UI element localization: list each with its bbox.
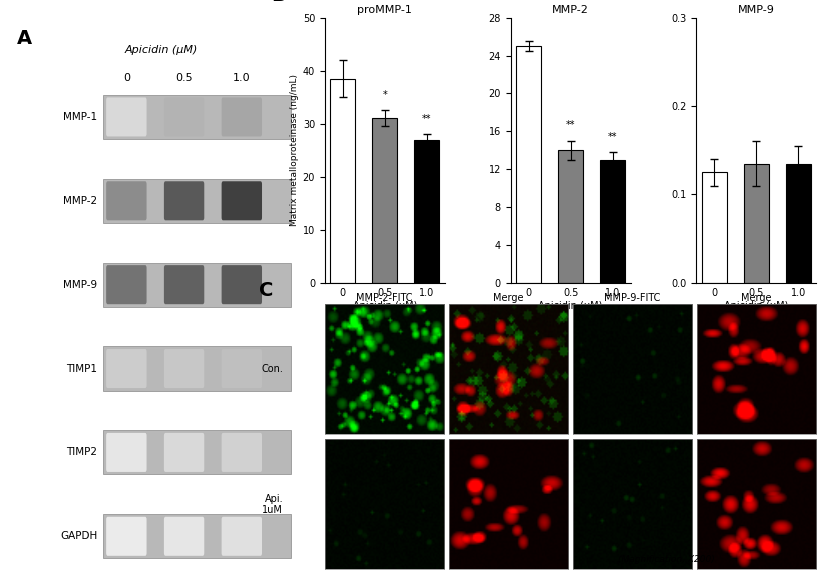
Text: (Magnification, X200): (Magnification, X200) xyxy=(618,555,715,564)
FancyBboxPatch shape xyxy=(106,181,147,220)
Title: proMMP-1: proMMP-1 xyxy=(357,5,412,15)
FancyBboxPatch shape xyxy=(222,181,262,220)
FancyBboxPatch shape xyxy=(106,349,147,388)
Title: Merge: Merge xyxy=(741,294,772,303)
FancyBboxPatch shape xyxy=(103,95,291,139)
Bar xyxy=(744,164,769,283)
FancyBboxPatch shape xyxy=(164,349,204,388)
FancyBboxPatch shape xyxy=(222,517,262,556)
Y-axis label: Api.
1uM: Api. 1uM xyxy=(262,494,283,515)
FancyBboxPatch shape xyxy=(164,97,204,136)
X-axis label: Apicidin (μM): Apicidin (μM) xyxy=(352,301,417,311)
Text: **: ** xyxy=(608,131,617,141)
Title: MMP-9-FITC: MMP-9-FITC xyxy=(605,294,661,303)
Text: **: ** xyxy=(422,114,431,124)
FancyBboxPatch shape xyxy=(103,262,291,307)
Title: MMP-9: MMP-9 xyxy=(738,5,775,15)
Text: Apicidin (μM): Apicidin (μM) xyxy=(124,45,197,55)
Text: TIMP1: TIMP1 xyxy=(67,363,97,373)
Text: **: ** xyxy=(566,120,576,130)
Bar xyxy=(702,173,727,283)
Bar xyxy=(372,119,397,283)
Bar xyxy=(558,150,583,283)
FancyBboxPatch shape xyxy=(222,265,262,304)
Text: 1.0: 1.0 xyxy=(233,73,251,83)
Title: MMP-2: MMP-2 xyxy=(552,5,589,15)
FancyBboxPatch shape xyxy=(222,97,262,136)
Text: 0: 0 xyxy=(122,73,130,83)
FancyBboxPatch shape xyxy=(103,346,291,390)
FancyBboxPatch shape xyxy=(106,433,147,472)
Text: *: * xyxy=(382,90,387,100)
FancyBboxPatch shape xyxy=(106,517,147,556)
FancyBboxPatch shape xyxy=(106,265,147,304)
FancyBboxPatch shape xyxy=(222,349,262,388)
FancyBboxPatch shape xyxy=(164,265,204,304)
Text: MMP-2: MMP-2 xyxy=(63,196,97,206)
Text: C: C xyxy=(259,281,273,300)
X-axis label: Apicidin (μM): Apicidin (μM) xyxy=(538,301,603,311)
Bar xyxy=(786,164,811,283)
FancyBboxPatch shape xyxy=(103,178,291,223)
Text: MMP-9: MMP-9 xyxy=(63,279,97,289)
FancyBboxPatch shape xyxy=(103,430,291,474)
X-axis label: Apicidin (μM): Apicidin (μM) xyxy=(724,301,789,311)
Title: Merge: Merge xyxy=(493,294,524,303)
Text: TIMP2: TIMP2 xyxy=(67,447,97,457)
Text: B: B xyxy=(271,0,286,5)
FancyBboxPatch shape xyxy=(164,181,204,220)
FancyBboxPatch shape xyxy=(164,433,204,472)
Text: GAPDH: GAPDH xyxy=(60,531,97,541)
Bar xyxy=(330,79,356,283)
Text: MMP-1: MMP-1 xyxy=(63,112,97,122)
Title: MMP-2-FITC: MMP-2-FITC xyxy=(357,294,412,303)
FancyBboxPatch shape xyxy=(103,514,291,558)
FancyBboxPatch shape xyxy=(222,433,262,472)
Y-axis label: Con.: Con. xyxy=(262,364,283,374)
Bar xyxy=(600,160,625,283)
Y-axis label: Matrix metalloproteinase (ng/mL): Matrix metalloproteinase (ng/mL) xyxy=(290,74,298,226)
FancyBboxPatch shape xyxy=(164,517,204,556)
Bar xyxy=(516,46,541,283)
FancyBboxPatch shape xyxy=(106,97,147,136)
Text: A: A xyxy=(17,29,32,48)
Bar xyxy=(414,140,439,283)
Text: 0.5: 0.5 xyxy=(175,73,193,83)
